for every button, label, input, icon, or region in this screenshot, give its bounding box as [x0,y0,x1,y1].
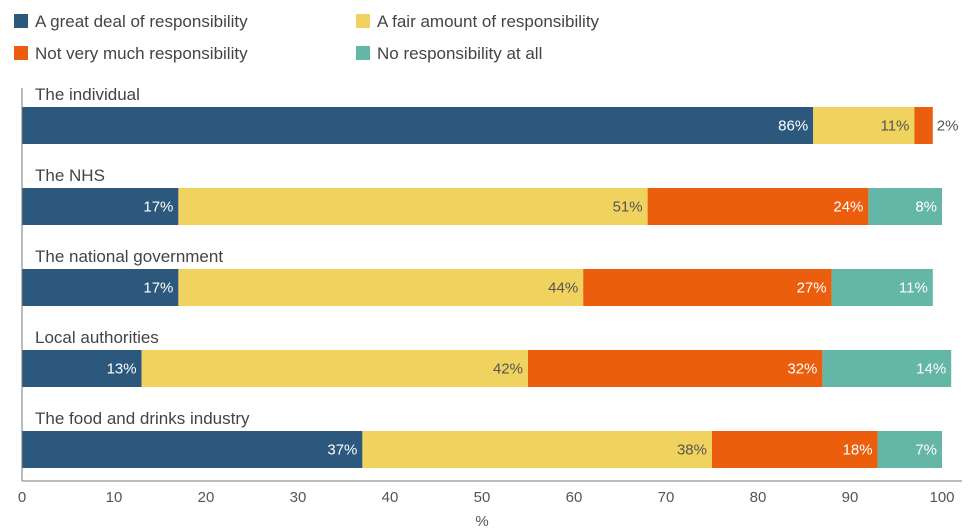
x-tick-label-9: 80 [750,489,767,506]
bars-group: The individual 86% 11% 2% The NHS 17% 51% 24% 8%… [22,85,958,468]
data-label-2-1: 17% [143,199,173,216]
legend-swatch-4 [356,46,370,60]
data-label-5-2: 38% [677,442,707,459]
category-label-5: The food and drinks industry [35,409,250,428]
legend-swatch-2 [356,14,370,28]
x-axis: 0 10 20 30 40 50 60 70 80 90 100% [18,88,962,530]
bar-2-series-4 [868,188,942,225]
legend-label-1: A great deal of responsibility [35,12,248,31]
category-label-4: Local authorities [35,328,159,347]
bar-3-series-1 [22,269,179,306]
bar-1-series-2 [813,107,915,144]
x-tick-label-1: 0 [18,489,26,506]
bar-5-series-1 [22,431,363,468]
data-label-3-1: 17% [143,280,173,297]
data-label-4-3: 32% [787,361,817,378]
data-label-2-2: 51% [613,199,643,216]
bar-4-series-2 [141,350,528,387]
bar-4-series-3 [528,350,823,387]
bar-1-series-3 [914,107,933,144]
x-tick-label-3: 20 [198,489,215,506]
bar-3-series-3 [583,269,832,306]
legend-swatch-1 [14,14,28,28]
data-label-4-2: 42% [493,361,523,378]
x-tick-label-6: 50 [474,489,491,506]
x-tick-label-7: 60 [566,489,583,506]
bar-3-series-4 [831,269,933,306]
bar-5-series-3 [712,431,878,468]
legend-label-3: Not very much responsibility [35,44,248,63]
x-tick-label-11: 100 [929,489,954,506]
data-label-2-3: 24% [833,199,863,216]
bar-2-series-2 [178,188,648,225]
data-label-3-4: 11% [899,280,928,297]
data-label-3-3: 27% [797,280,827,297]
x-tick-label-4: 30 [290,489,307,506]
data-label-1-1: 86% [778,118,808,135]
bar-3-series-2 [178,269,584,306]
data-label-3-2: 44% [548,280,578,297]
bar-4-series-1 [22,350,142,387]
category-label-1: The individual [35,85,140,104]
legend-swatch-3 [14,46,28,60]
data-label-4-1: 13% [107,361,137,378]
data-label-5-1: 37% [327,442,357,459]
bar-5-series-4 [877,431,942,468]
x-tick-label-2: 10 [106,489,123,506]
category-label-3: The national government [35,247,223,266]
x-axis-title: % [475,513,488,530]
data-label-5-3: 18% [843,442,873,459]
bar-2-series-3 [647,188,869,225]
category-label-2: The NHS [35,166,105,185]
bar-2-series-1 [22,188,179,225]
legend: A great deal of responsibility A fair amo… [14,12,600,63]
data-label-2-4: 8% [915,199,937,216]
bar-1-series-1 [22,107,814,144]
legend-label-4: No responsibility at all [377,44,542,63]
x-tick-label-8: 70 [658,489,675,506]
data-label-4-4: 14% [916,361,946,378]
bar-4-series-4 [822,350,952,387]
legend-label-2: A fair amount of responsibility [377,12,600,31]
data-label-1-3: 2% [937,118,959,135]
x-tick-label-5: 40 [382,489,399,506]
data-label-1-2: 11% [880,118,909,135]
x-tick-label-10: 90 [842,489,859,506]
data-label-5-4: 7% [915,442,937,459]
bar-5-series-2 [362,431,712,468]
